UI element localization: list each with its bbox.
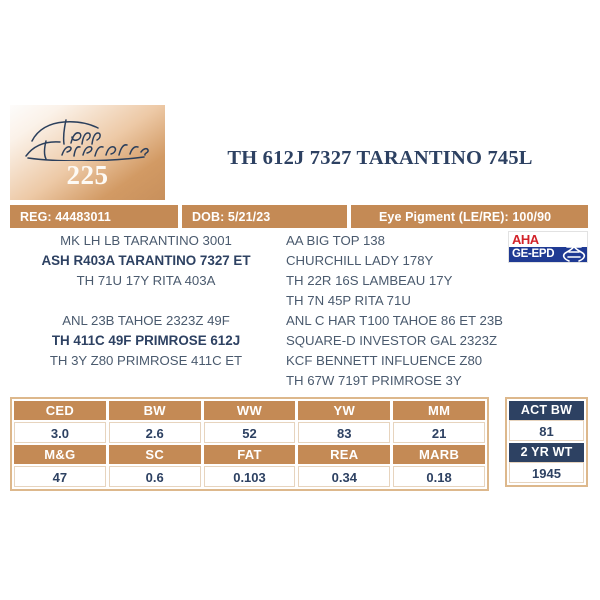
pedigree-column-grandparents: AA BIG TOP 138 CHURCHILL LADY 178Y TH 22… — [286, 231, 508, 391]
card-header: 225 TH 612J 7327 TARANTINO 745L — [8, 105, 592, 200]
epd-value-ww: 52 — [203, 422, 296, 443]
pedigree-entry: TH 22R 16S LAMBEAU 17Y — [286, 273, 453, 288]
epd-header-yw: YW — [298, 401, 391, 420]
page-title: TH 612J 7327 TARANTINO 745L — [227, 147, 533, 169]
pedigree-section: MK LH LB TARANTINO 3001 ASH R403A TARANT… — [10, 231, 588, 391]
pedigree-entry: MK LH LB TARANTINO 3001 — [60, 233, 232, 248]
yr-wt-header: 2 YR WT — [509, 443, 584, 462]
epd-header-bw: BW — [108, 401, 201, 420]
epd-value-row-2: 47 0.6 0.103 0.34 0.18 — [14, 466, 485, 487]
actual-weights-table: ACT BW 81 2 YR WT 1945 — [505, 397, 588, 487]
pedigree-entry: TH 7N 45P RITA 71U — [286, 293, 411, 308]
epd-value-sc: 0.6 — [108, 466, 201, 487]
epd-tables-section: CED BW WW YW MM 3.0 2.6 52 83 21 M&G SC … — [10, 397, 588, 491]
pedigree-column-parents: MK LH LB TARANTINO 3001 ASH R403A TARANT… — [10, 231, 282, 371]
epd-value-row-1: 3.0 2.6 52 83 21 — [14, 422, 485, 443]
info-bar: REG: 44483011 DOB: 5/21/23 Eye Pigment (… — [10, 205, 588, 228]
lot-number: 225 — [66, 160, 109, 190]
epd-value-bw: 2.6 — [108, 422, 201, 443]
dna-helix-icon — [562, 233, 586, 262]
epd-header-row-1: CED BW WW YW MM — [14, 401, 485, 420]
epd-header-sc: SC — [108, 445, 201, 464]
epd-table: CED BW WW YW MM 3.0 2.6 52 83 21 M&G SC … — [10, 397, 489, 491]
pedigree-spacer — [10, 291, 282, 311]
sale-lot-card: 225 TH 612J 7327 TARANTINO 745L REG: 444… — [8, 105, 592, 495]
epd-value-rea: 0.34 — [298, 466, 391, 487]
epd-header-marb: MARB — [393, 445, 485, 464]
epd-value-fat: 0.103 — [203, 466, 296, 487]
epd-header-mg: M&G — [14, 445, 106, 464]
aha-badge-bottom-label: GE-EPD — [509, 247, 587, 262]
eye-pigment: Eye Pigment (LE/RE): 100/90 — [351, 205, 588, 228]
epd-value-ced: 3.0 — [14, 422, 106, 443]
yr-wt-value: 1945 — [509, 462, 584, 483]
aha-ge-epd-badge-icon: AHA GE-EPD — [508, 231, 588, 263]
pedigree-entry: KCF BENNETT INFLUENCE Z80 — [286, 353, 483, 368]
epd-header-ced: CED — [14, 401, 106, 420]
act-bw-header: ACT BW — [509, 401, 584, 420]
epd-header-ww: WW — [203, 401, 296, 420]
epd-value-yw: 83 — [298, 422, 391, 443]
pedigree-entry: TH 3Y Z80 PRIMROSE 411C ET — [49, 353, 243, 368]
epd-value-mm: 21 — [393, 422, 485, 443]
epd-header-row-2: M&G SC FAT REA MARB — [14, 445, 485, 464]
epd-header-rea: REA — [298, 445, 391, 464]
pedigree-entry: SQUARE-D INVESTOR GAL 2323Z — [286, 333, 498, 348]
date-of-birth: DOB: 5/21/23 — [182, 205, 347, 228]
pedigree-entry: ANL 23B TAHOE 2323Z 49F — [62, 313, 230, 328]
epd-header-mm: MM — [393, 401, 485, 420]
act-bw-value: 81 — [509, 420, 584, 441]
aha-badge-top-label: AHA — [509, 232, 587, 247]
pedigree-entry: AA BIG TOP 138 — [286, 233, 385, 248]
pedigree-entry: TH 71U 17Y RITA 403A — [76, 273, 216, 288]
topp-herefords-script-logo — [25, 119, 149, 161]
pedigree-entry: ANL C HAR T100 TAHOE 86 ET 23B — [286, 313, 503, 328]
epd-value-mg: 47 — [14, 466, 106, 487]
ranch-logo-box: 225 — [10, 105, 165, 200]
pedigree-entry: TH 67W 719T PRIMROSE 3Y — [286, 373, 462, 388]
pedigree-entry: CHURCHILL LADY 178Y — [286, 253, 434, 268]
epd-header-fat: FAT — [203, 445, 296, 464]
epd-value-marb: 0.18 — [393, 466, 485, 487]
registration-number: REG: 44483011 — [10, 205, 178, 228]
pedigree-entry-dam: TH 411C 49F PRIMROSE 612J — [51, 333, 241, 348]
pedigree-entry-sire: ASH R403A TARANTINO 7327 ET — [41, 253, 251, 268]
